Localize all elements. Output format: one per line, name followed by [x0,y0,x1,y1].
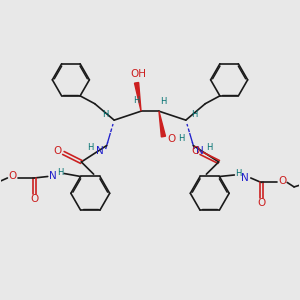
Text: H: H [235,169,241,178]
Text: H: H [103,110,109,119]
Text: H: H [178,134,184,143]
Text: O: O [257,198,266,208]
Text: O: O [191,146,200,156]
Text: H: H [206,142,213,152]
Text: O: O [53,146,62,157]
Text: N: N [49,172,57,182]
Text: H: H [87,142,94,152]
Text: N: N [241,173,249,183]
Polygon shape [159,111,166,137]
Text: OH: OH [130,70,146,80]
Text: O: O [278,176,286,186]
Text: H: H [160,97,167,106]
Text: N: N [96,146,104,156]
Text: O: O [8,172,16,182]
Text: O: O [30,194,38,205]
Text: H: H [134,96,140,105]
Text: N: N [196,146,204,156]
Text: H: H [191,110,197,119]
Text: H: H [57,167,64,176]
Polygon shape [134,82,141,111]
Text: O: O [168,134,176,144]
